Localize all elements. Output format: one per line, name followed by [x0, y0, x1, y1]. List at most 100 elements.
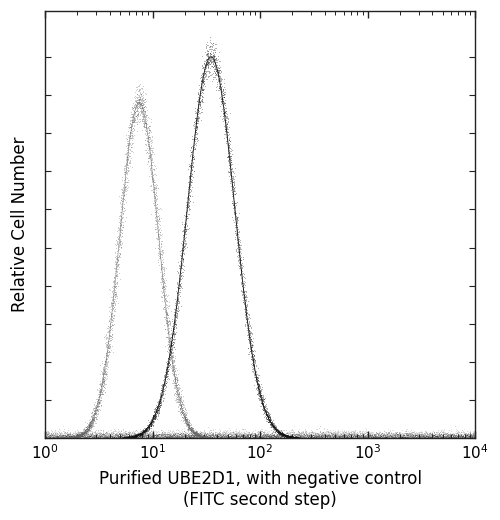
Point — [258, 433, 266, 441]
Point — [250, 360, 258, 368]
Point — [361, 434, 369, 442]
Point — [440, 433, 448, 441]
Point — [295, 431, 303, 439]
Point — [368, 431, 376, 439]
Point — [180, 409, 188, 418]
Point — [275, 433, 283, 441]
Point — [143, 431, 151, 439]
Point — [172, 379, 180, 387]
Point — [456, 434, 464, 443]
Point — [395, 433, 403, 441]
Point — [190, 432, 198, 440]
Point — [110, 433, 118, 441]
Point — [102, 360, 110, 368]
Point — [293, 434, 301, 442]
Point — [198, 108, 205, 116]
Point — [134, 118, 141, 126]
Point — [432, 433, 440, 441]
Point — [163, 372, 171, 381]
Point — [344, 433, 352, 441]
Point — [432, 434, 440, 442]
Point — [76, 431, 84, 439]
Point — [144, 426, 152, 434]
Point — [116, 431, 124, 439]
Point — [396, 433, 404, 441]
Point — [204, 54, 212, 62]
Point — [73, 430, 81, 438]
Point — [100, 428, 108, 437]
Point — [72, 434, 80, 442]
Point — [162, 313, 170, 321]
Point — [456, 432, 464, 440]
Point — [108, 434, 116, 442]
Point — [49, 434, 57, 442]
Point — [144, 421, 152, 429]
Point — [203, 50, 211, 58]
Point — [133, 431, 141, 439]
Point — [256, 384, 264, 392]
Point — [180, 223, 188, 231]
Point — [211, 434, 219, 443]
Point — [46, 433, 54, 441]
Point — [170, 433, 178, 441]
Point — [291, 434, 299, 443]
Point — [270, 433, 278, 441]
Point — [83, 427, 91, 435]
Point — [329, 432, 337, 440]
Point — [50, 433, 58, 441]
Point — [429, 431, 437, 439]
Point — [229, 177, 237, 186]
Point — [385, 432, 393, 440]
Point — [180, 432, 188, 440]
Point — [328, 433, 336, 441]
Point — [184, 420, 192, 428]
Point — [434, 433, 442, 441]
Point — [291, 430, 299, 438]
Point — [240, 432, 248, 440]
Point — [288, 433, 296, 441]
Point — [249, 428, 257, 437]
Point — [253, 431, 261, 439]
Point — [236, 254, 244, 263]
Point — [58, 432, 66, 440]
Point — [86, 421, 94, 430]
Point — [200, 432, 208, 440]
Point — [204, 433, 212, 441]
Point — [332, 433, 340, 441]
Point — [76, 433, 84, 441]
Point — [48, 433, 56, 441]
Point — [65, 433, 73, 441]
Point — [362, 433, 370, 441]
Point — [112, 431, 120, 439]
Point — [48, 430, 56, 438]
Point — [201, 66, 209, 74]
Point — [216, 425, 224, 434]
Point — [279, 431, 287, 439]
Point — [200, 434, 208, 442]
Point — [146, 135, 154, 144]
Point — [194, 430, 202, 438]
Point — [82, 430, 90, 438]
Point — [122, 137, 130, 145]
Point — [430, 433, 438, 441]
Point — [237, 256, 245, 264]
Point — [276, 427, 283, 436]
Point — [222, 122, 230, 131]
Point — [204, 433, 212, 441]
Point — [428, 429, 436, 437]
Point — [416, 432, 424, 440]
Point — [420, 433, 428, 441]
Point — [152, 405, 160, 413]
Point — [120, 433, 128, 441]
Point — [127, 433, 135, 441]
Point — [290, 433, 298, 441]
Point — [214, 434, 222, 442]
Point — [77, 430, 85, 438]
Point — [276, 434, 283, 443]
Point — [108, 283, 116, 291]
Point — [266, 432, 274, 440]
Point — [305, 431, 313, 439]
Point — [158, 432, 166, 440]
Point — [98, 370, 106, 378]
Point — [155, 400, 163, 409]
